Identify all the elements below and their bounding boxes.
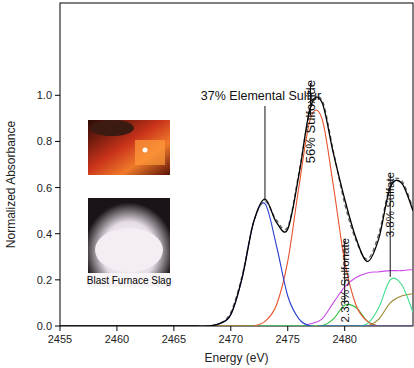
- photo-bg: [88, 120, 170, 175]
- y-tick: [55, 141, 60, 142]
- photo-detail: [143, 148, 148, 153]
- photo-detail: [90, 120, 134, 136]
- x-tick-label: 2465: [162, 333, 186, 345]
- series-group: [60, 97, 413, 326]
- x-tick: [60, 326, 61, 331]
- x-tick-label: 2455: [48, 333, 72, 345]
- x-tick-label: 2480: [332, 333, 356, 345]
- annotation-line: [390, 175, 391, 277]
- y-tick-label: 0.0: [37, 320, 52, 332]
- x-tick-label: 2470: [219, 333, 243, 345]
- y-tick: [55, 95, 60, 96]
- y-tick: [55, 279, 60, 280]
- x-tick: [287, 326, 288, 331]
- annotation-line: [344, 241, 345, 302]
- chart: 2455 2460 2465 2470 2475 2480 0.0 0.2 0.4 0.6 0.8 1…: [0, 0, 414, 368]
- series-line: [60, 304, 413, 326]
- y-tick-label: 0.8: [37, 135, 52, 147]
- y-tick: [55, 233, 60, 234]
- series-line: [60, 110, 413, 326]
- x-tick-label: 2460: [105, 333, 129, 345]
- annotation-line: [310, 83, 311, 115]
- x-axis-label: Energy (eV): [204, 351, 268, 365]
- y-tick-label: 1.0: [37, 89, 52, 101]
- y-tick-label: 0.6: [37, 182, 52, 194]
- photo-detail: [135, 140, 165, 165]
- y-tick: [55, 187, 60, 188]
- annotation: 2.33% Sulfonate: [339, 238, 351, 322]
- photo-furnace: [88, 120, 170, 175]
- photo-slag: Blast Furnace Slag: [87, 198, 172, 287]
- y-tick-label: 0.2: [37, 274, 52, 286]
- series-line: [60, 97, 413, 326]
- annotation-line: [264, 106, 265, 201]
- x-tick: [116, 326, 117, 331]
- photo-bg: [88, 198, 170, 287]
- inset-label: Blast Furnace Slag: [87, 275, 172, 286]
- photo-detail: [95, 228, 163, 272]
- y-tick-label: 0.4: [37, 228, 52, 240]
- x-tick: [173, 326, 174, 331]
- y-axis-label: Normalized Absorbance: [4, 120, 18, 248]
- y-tick: [55, 326, 60, 327]
- annotation: 56% Sulfoxide: [303, 80, 318, 163]
- x-tick: [344, 326, 345, 331]
- x-tick: [230, 326, 231, 331]
- series-line: [60, 97, 413, 326]
- x-tick-label: 2475: [275, 333, 299, 345]
- plot-frame: [60, 3, 413, 326]
